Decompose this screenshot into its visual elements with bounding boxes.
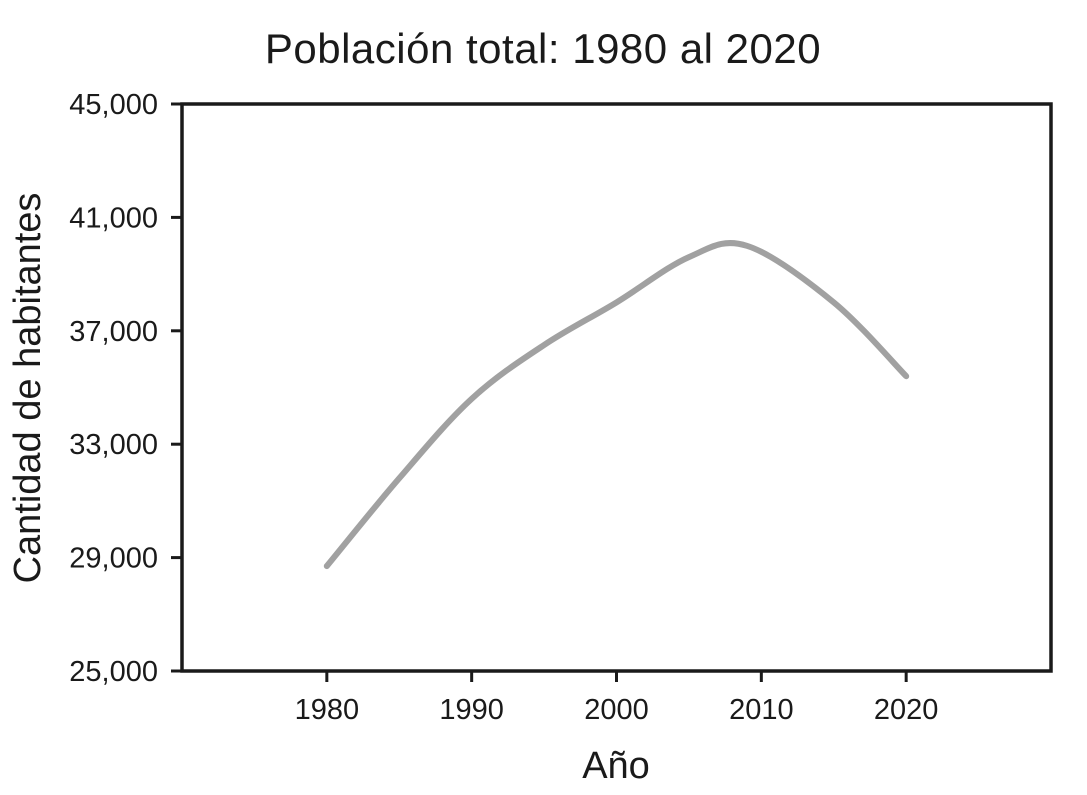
x-axis-label: Año: [582, 745, 650, 787]
y-axis-label: Cantidad de habitantes: [7, 193, 49, 584]
y-tick-label: 37,000: [69, 316, 158, 348]
plot-area: 45,000 41,000 37,000 33,000 29,000 25,000 1980…: [69, 89, 1053, 726]
chart-title: Población total: 1980 al 2020: [265, 25, 821, 72]
x-tick-label: 2010: [729, 694, 794, 726]
x-tick-label: 1980: [295, 694, 360, 726]
x-tick-label: 2020: [874, 694, 939, 726]
y-tick-label: 29,000: [69, 543, 158, 575]
y-tick-label: 45,000: [69, 89, 158, 121]
y-tick-label: 33,000: [69, 429, 158, 461]
population-series-line: [323, 240, 910, 570]
x-tick-label: 1990: [439, 694, 504, 726]
x-tick-label: 2000: [584, 694, 649, 726]
y-tick-label: 25,000: [69, 656, 158, 688]
plot-border: [180, 102, 1053, 673]
y-tick-label: 41,000: [69, 202, 158, 234]
